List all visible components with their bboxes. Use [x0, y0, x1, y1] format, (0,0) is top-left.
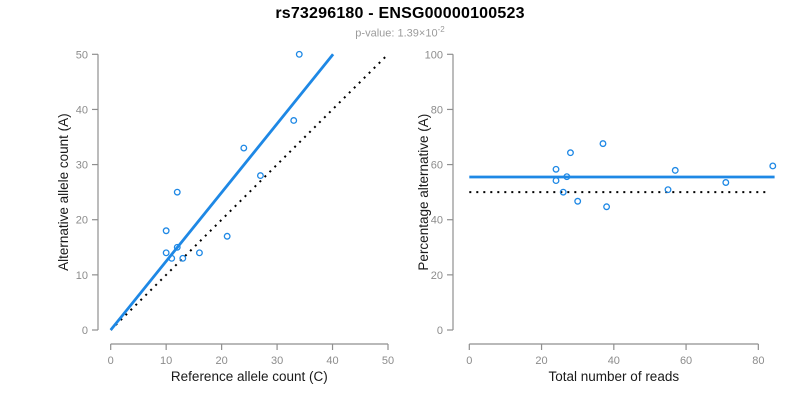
y-tick-label: 50 [76, 49, 88, 61]
data-point [162, 249, 170, 257]
panel-left: 0 10 20 30 40 50 0 10 20 30 40 50 Reference allele c… [56, 49, 394, 384]
data-point [603, 203, 611, 211]
y-tick-label: 80 [431, 104, 443, 116]
data-point [195, 249, 203, 257]
pvalue-label: p-value: 1.39×10 [355, 27, 438, 40]
y-tick-label: 10 [76, 270, 88, 282]
fit-line [109, 53, 335, 331]
data-point [179, 254, 187, 262]
x-tick-label: 80 [752, 355, 764, 367]
x-tick-label: 60 [680, 355, 692, 367]
y-tick-label: 0 [82, 325, 88, 337]
x-tick-label: 0 [108, 355, 114, 367]
figure-title: rs73296180 - ENSG00000100523 [275, 5, 525, 22]
data-point [256, 172, 264, 180]
data-point [552, 177, 560, 185]
panel-right: 0 20 40 60 80 100 0 20 40 60 80 Total number of rea… [416, 49, 777, 384]
data-point [599, 140, 607, 148]
data-point [671, 166, 679, 174]
x-tick-label: 40 [326, 355, 338, 367]
reference-dotted-line [109, 53, 389, 331]
data-point [173, 243, 181, 251]
data-point [552, 165, 560, 173]
data-point [290, 117, 298, 124]
data-point [559, 188, 567, 196]
data-point [223, 232, 231, 240]
x-tick-label: 30 [271, 355, 283, 367]
y-tick-label: 20 [76, 215, 88, 227]
data-point [722, 179, 730, 186]
data-point [769, 162, 777, 170]
x-tick-label: 50 [382, 355, 394, 367]
y-tick-label: 40 [431, 215, 443, 227]
x-tick-label: 20 [215, 355, 227, 367]
pvalue-exponent: -2 [437, 25, 445, 34]
data-point [168, 254, 176, 262]
data-point [173, 188, 181, 196]
x-tick-label: 40 [608, 355, 620, 367]
y-tick-label: 100 [425, 49, 443, 61]
y-tick-label: 0 [437, 325, 443, 337]
y-tick-label: 30 [76, 160, 88, 172]
data-point [574, 197, 582, 205]
data-point [162, 227, 170, 235]
x-tick-label: 0 [466, 355, 472, 367]
data-point [664, 186, 672, 194]
data-point [563, 173, 571, 181]
y-tick-label: 40 [76, 104, 88, 116]
data-point [567, 149, 574, 157]
data-point [240, 144, 248, 152]
x-axis-title: Total number of reads [549, 369, 680, 384]
x-tick-label: 20 [535, 355, 547, 367]
x-axis-title: Reference allele count (C) [171, 369, 328, 384]
x-tick-label: 10 [160, 355, 172, 367]
y-tick-label: 60 [431, 160, 443, 172]
figure-subtitle: p-value: 1.39×10-2 [0, 25, 800, 40]
y-tick-label: 20 [431, 270, 443, 282]
y-axis-title: Percentage alternative (A) [416, 114, 431, 271]
y-axis-title: Alternative allele count (A) [56, 113, 71, 271]
data-point [295, 50, 303, 58]
